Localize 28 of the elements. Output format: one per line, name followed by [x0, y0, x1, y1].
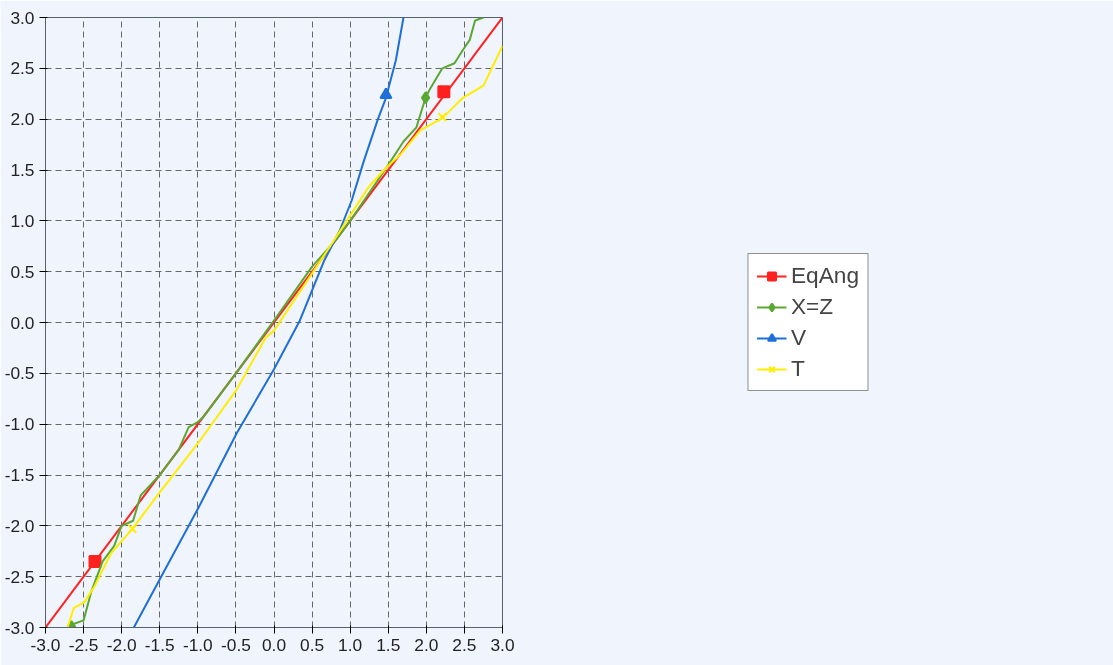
x-tick-label: 0.5: [300, 634, 325, 655]
legend-label: X=Z: [790, 293, 834, 320]
x-tick-label: 1.5: [376, 634, 401, 655]
y-tick-label: 1.0: [10, 210, 35, 231]
x-tick-label: -0.5: [220, 634, 251, 655]
legend-label: EqAng: [790, 262, 860, 289]
y-tick-label: 3.0: [10, 7, 35, 28]
legend-label: V: [790, 324, 808, 351]
legend-label: T: [790, 355, 806, 382]
y-tick-label: 1.5: [10, 160, 35, 180]
x-tick-label: -1.0: [182, 634, 213, 655]
x-tick-label: 2.5: [452, 634, 477, 655]
y-tick-label: -1.5: [4, 465, 35, 485]
x-tick-label: -2.5: [68, 634, 99, 655]
y-tick-label: 0.0: [10, 312, 35, 333]
x-tick-label: 0.0: [261, 634, 287, 655]
x-tick-label: 3.0: [490, 634, 515, 655]
y-tick-label: 2.5: [10, 58, 35, 79]
x-tick-label: 1.0: [338, 634, 363, 655]
y-tick-label: -2.0: [4, 515, 35, 536]
y-tick-label: -1.0: [4, 414, 35, 435]
y-tick-label: 2.0: [10, 109, 35, 130]
x-tick-label: -1.5: [144, 634, 175, 655]
x-tick-label: -2.0: [106, 634, 137, 655]
x-tick-label: 2.0: [414, 634, 439, 655]
y-tick-label: -2.5: [4, 566, 35, 587]
y-tick-label: -0.5: [4, 363, 35, 384]
y-tick-label: 0.5: [10, 261, 35, 282]
